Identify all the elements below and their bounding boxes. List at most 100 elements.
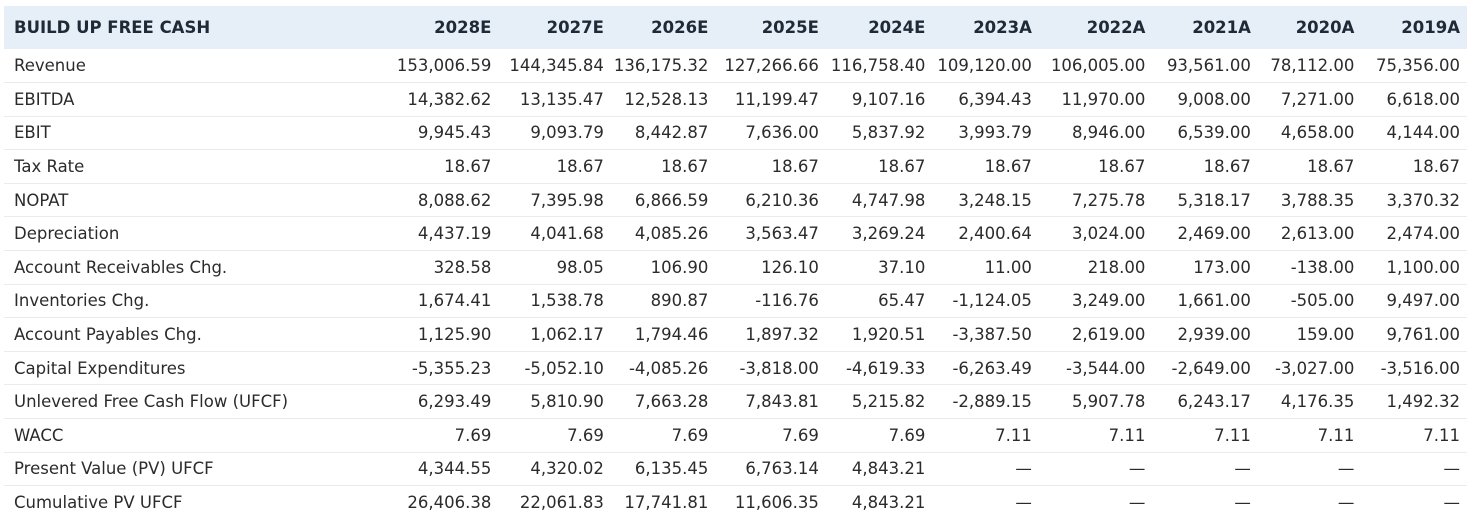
table-cell: -3,027.00 (1274, 358, 1355, 378)
table-cell: 7.11 (995, 425, 1032, 445)
table-cell: 1,492.32 (1386, 392, 1460, 412)
table-cell: — (1015, 493, 1032, 513)
row-label: NOPAT (14, 190, 69, 210)
table-row: Capital Expenditures -5,355.23 -5,052.10 -4… (4, 351, 1467, 385)
row-label: Present Value (PV) UFCF (14, 459, 214, 479)
row-label: Cumulative PV UFCF (14, 493, 183, 513)
row-label: WACC (14, 425, 64, 445)
table-cell: 4,085.26 (634, 224, 709, 244)
table-cell: 9,093.79 (530, 123, 604, 143)
table-cell: -5,052.10 (524, 358, 604, 378)
table-cell: 328.58 (433, 257, 492, 277)
table-cell: — (1234, 459, 1251, 479)
table-cell: 3,249.00 (1071, 291, 1146, 311)
table-cell: — (1337, 493, 1355, 513)
table-cell: 890.87 (650, 291, 709, 311)
column-header-2028e: 2028E (434, 18, 492, 37)
table-row: EBIT 9,945.43 9,093.79 8,442.87 7,636.00 5,83… (4, 116, 1467, 150)
column-header-2026e: 2026E (651, 18, 709, 37)
build-up-free-cash-table: BUILD UP FREE CASH 2028E 2027E 2026E 202… (4, 6, 1467, 519)
table-cell: 7.69 (888, 425, 926, 445)
row-label: Capital Expenditures (14, 358, 186, 378)
table-cell: 9,945.43 (417, 123, 492, 143)
table-cell: 4,843.21 (851, 493, 926, 513)
column-header-2023a: 2023A (973, 18, 1032, 37)
table-cell: 127,266.66 (724, 56, 819, 76)
table-cell: 1,661.00 (1177, 291, 1251, 311)
table-cell: 7.69 (782, 425, 819, 445)
table-cell: 7.11 (1423, 425, 1460, 445)
table-cell: 109,120.00 (937, 56, 1032, 76)
table-cell: 7,663.28 (634, 392, 709, 412)
table-cell: 4,437.19 (417, 224, 492, 244)
table-row: Cumulative PV UFCF 26,406.38 22,061.83 17,7… (4, 486, 1467, 520)
table-row: Tax Rate 18.67 18.67 18.67 18.67 18.67 18.67 18… (4, 150, 1467, 184)
table-cell: — (1128, 493, 1146, 513)
table-cell: -6,263.49 (952, 358, 1032, 378)
table-cell: 18.67 (771, 157, 819, 177)
table-cell: 8,088.62 (417, 190, 492, 210)
table-row: Depreciation 4,437.19 4,041.68 4,085.26 3,56… (4, 217, 1467, 251)
table-cell: 9,761.00 (1386, 325, 1460, 345)
column-header-2019a: 2019A (1401, 18, 1460, 37)
table-row: EBITDA 14,382.62 13,135.47 12,528.13 11,199.… (4, 83, 1467, 117)
table-cell: 136,175.32 (613, 56, 709, 76)
table-row: Account Payables Chg. 1,125.90 1,062.17 1,7… (4, 318, 1467, 352)
table-cell: 4,041.68 (530, 224, 604, 244)
table-cell: 126.10 (761, 257, 819, 277)
table-title: BUILD UP FREE CASH (14, 18, 211, 37)
table-cell: 7.11 (1317, 425, 1355, 445)
table-cell: -3,818.00 (739, 358, 819, 378)
column-header-2025e: 2025E (761, 18, 819, 37)
table-cell: 4,658.00 (1280, 123, 1355, 143)
table-cell: 37.10 (878, 257, 926, 277)
table-cell: 7.11 (1214, 425, 1251, 445)
table-cell: 5,318.17 (1177, 190, 1251, 210)
table-cell: 9,107.16 (851, 89, 926, 109)
table-cell: 3,788.35 (1280, 190, 1355, 210)
table-cell: 7,636.00 (745, 123, 819, 143)
row-label: Tax Rate (14, 157, 85, 177)
table-cell: 7.11 (1108, 425, 1146, 445)
table-cell: 8,946.00 (1071, 123, 1146, 143)
table-cell: 1,897.32 (745, 325, 819, 345)
table-cell: 144,345.84 (509, 56, 604, 76)
row-label: Unlevered Free Cash Flow (UFCF) (14, 392, 289, 412)
table-cell: -2,889.15 (952, 392, 1032, 412)
table-cell: 6,866.59 (634, 190, 709, 210)
column-header-2027e: 2027E (546, 18, 604, 37)
table-cell: -116.76 (755, 291, 819, 311)
table-row: Revenue 153,006.59 144,345.84 136,175.32 127… (4, 49, 1467, 83)
table-cell: 6,210.36 (745, 190, 819, 210)
table-cell: 7.69 (454, 425, 492, 445)
table-cell: 11,199.47 (734, 89, 819, 109)
table-cell: 3,248.15 (958, 190, 1032, 210)
table-cell: 11.00 (984, 257, 1032, 277)
table-cell: 7,395.98 (530, 190, 604, 210)
table-cell: — (1443, 493, 1461, 513)
table-cell: 5,810.90 (530, 392, 604, 412)
table-cell: 2,613.00 (1280, 224, 1355, 244)
table-row: WACC 7.69 7.69 7.69 7.69 7.69 7.11 7.11 7.11 7.11… (4, 419, 1467, 453)
table-cell: -5,355.23 (411, 358, 492, 378)
table-cell: -1,124.05 (952, 291, 1032, 311)
table-cell: 3,563.47 (745, 224, 819, 244)
table-cell: 1,794.46 (634, 325, 709, 345)
table-cell: 4,144.00 (1386, 123, 1460, 143)
table-cell: — (1337, 459, 1355, 479)
table-cell: 2,619.00 (1071, 325, 1146, 345)
table-cell: 3,370.32 (1386, 190, 1460, 210)
table-cell: 1,920.51 (851, 325, 926, 345)
table-cell: 65.47 (878, 291, 926, 311)
table-cell: 18.67 (984, 157, 1032, 177)
table-cell: -138.00 (1290, 257, 1355, 277)
table-cell: 18.67 (1098, 157, 1146, 177)
table-body: Revenue 153,006.59 144,345.84 136,175.32 127… (4, 49, 1467, 519)
table-cell: 106,005.00 (1050, 56, 1146, 76)
table-cell: 7.69 (567, 425, 604, 445)
table-cell: 11,970.00 (1061, 89, 1146, 109)
table-cell: 6,618.00 (1386, 89, 1460, 109)
table-cell: 6,243.17 (1177, 392, 1251, 412)
table-cell: 1,125.90 (417, 325, 492, 345)
table-cell: 4,320.02 (530, 459, 604, 479)
